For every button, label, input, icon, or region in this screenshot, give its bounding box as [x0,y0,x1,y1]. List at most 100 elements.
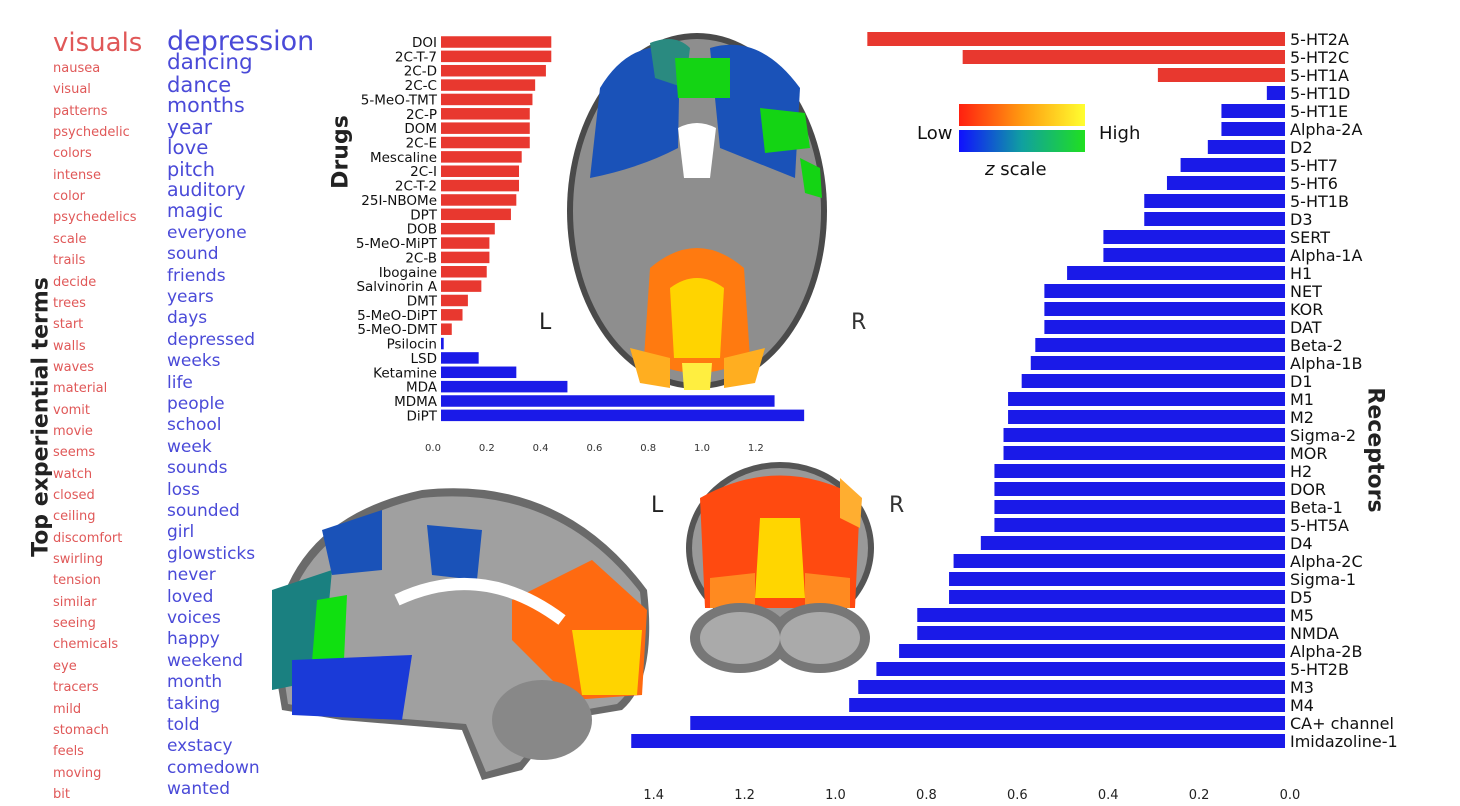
receptor-bar-1 [962,50,1285,64]
drug-label-14: 5-MeO-MiPT [356,236,438,252]
drug-bar-6 [441,122,530,134]
receptor-label-23: MOR [1290,444,1328,463]
drug-tick-1: 0.2 [479,443,495,454]
receptor-bar-26 [994,500,1285,514]
red-term-21: closed [53,488,95,503]
receptor-bar-11 [1103,230,1285,244]
receptor-label-35: 5-HT2B [1290,660,1349,679]
receptor-tick-1: 1.2 [734,788,755,803]
drug-label-11: 25I-NBOMe [361,193,437,209]
receptor-label-5: Alpha-2A [1290,120,1362,139]
drug-bar-5 [441,108,530,120]
drug-label-10: 2C-T-2 [395,179,437,195]
drug-bar-11 [441,194,517,206]
receptor-label-3: 5-HT1D [1290,84,1350,103]
blue-term-24: glowsticks [167,543,256,564]
receptor-label-24: H2 [1290,462,1312,481]
blue-term-15: weeks [167,351,221,372]
receptor-label-34: Alpha-2B [1290,642,1362,661]
red-term-34: moving [53,765,102,781]
blue-term-23: girl [167,522,195,543]
red-term-35: bit [53,786,70,802]
receptor-label-25: DOR [1290,480,1326,499]
red-term-31: mild [53,701,82,717]
red-term-27: seeing [53,616,96,632]
axial-right-label: R [851,310,867,335]
drug-label-23: Ketamine [373,365,437,381]
drug-label-9: 2C-I [410,164,437,180]
receptor-bar-29 [953,554,1285,568]
drug-label-18: DMT [407,293,438,309]
drug-bar-15 [441,251,490,264]
red-term-12: trees [53,295,86,311]
receptor-bar-21 [1008,410,1285,424]
drug-bar-2 [441,64,546,77]
colorbar-legend: Low High z scale [915,104,1140,184]
receptor-label-19: D1 [1290,372,1313,391]
drug-label-25: MDMA [394,394,438,410]
receptor-label-29: Alpha-2C [1290,552,1363,571]
blue-term-18: school [167,415,222,436]
blue-term-0: depression [167,26,315,57]
receptor-bar-15 [1044,302,1285,316]
receptor-bar-7 [1180,158,1285,172]
receptor-label-32: M5 [1290,606,1314,625]
receptor-label-14: NET [1290,282,1322,301]
blue-term-14: depressed [167,329,256,350]
receptor-bar-23 [1003,446,1285,460]
red-term-26: similar [53,594,97,610]
receptor-bar-3 [1266,86,1285,100]
red-term-20: watch [53,466,93,482]
receptor-bar-8 [1166,176,1285,190]
coronal-brain-slice [686,462,874,673]
receptor-bar-12 [1103,248,1285,262]
red-term-22: ceiling [53,509,96,525]
red-term-30: tracers [53,680,99,696]
receptor-label-38: CA+ channel [1290,714,1394,733]
receptor-bar-16 [1044,320,1285,334]
receptor-bar-33 [917,626,1285,640]
red-term-5: colors [53,146,92,162]
blue-term-10: sound [167,244,219,265]
receptor-tick-3: 0.8 [916,788,937,803]
red-term-29: eye [53,658,77,674]
colorbar-z-letter: z [985,159,995,180]
drug-label-12: DPT [410,207,438,223]
drug-label-17: Salvinorin A [356,279,437,295]
blue-term-25: never [167,565,216,586]
red-term-7: color [53,189,86,205]
receptor-label-21: M2 [1290,408,1314,427]
receptor-bar-35 [876,662,1285,676]
receptor-label-28: D4 [1290,534,1313,553]
drug-label-24: MDA [406,380,438,396]
drug-bar-13 [441,222,495,235]
red-term-33: feels [53,744,84,760]
drug-bar-0 [441,36,552,48]
red-term-23: discomfort [53,530,123,546]
red-term-25: tension [53,573,101,589]
red-term-14: walls [53,338,86,354]
red-term-9: scale [53,231,87,247]
red-term-24: swirling [53,552,104,568]
receptor-bar-32 [917,608,1285,622]
drug-label-2: 2C-D [404,64,437,80]
blue-term-13: days [167,308,208,329]
receptor-bar-2 [1157,68,1285,82]
blue-term-26: loved [167,586,214,607]
colorbar-scale-word: scale [1000,159,1047,180]
blue-term-4: year [167,114,213,139]
receptor-bar-22 [1003,428,1285,442]
receptor-label-33: NMDA [1290,624,1339,643]
drug-bar-22 [441,352,479,364]
red-term-2: visual [53,82,91,98]
receptor-bar-9 [1144,194,1285,208]
blue-term-21: loss [167,479,200,500]
drug-bar-19 [441,309,463,321]
receptor-label-26: Beta-1 [1290,498,1343,517]
drug-label-5: 2C-P [406,107,437,123]
blue-term-28: happy [167,629,220,650]
drug-label-15: 2C-B [405,250,437,266]
axial-left-label: L [539,310,552,335]
drug-tick-5: 1.0 [694,443,710,454]
drug-tick-2: 0.4 [533,443,549,454]
